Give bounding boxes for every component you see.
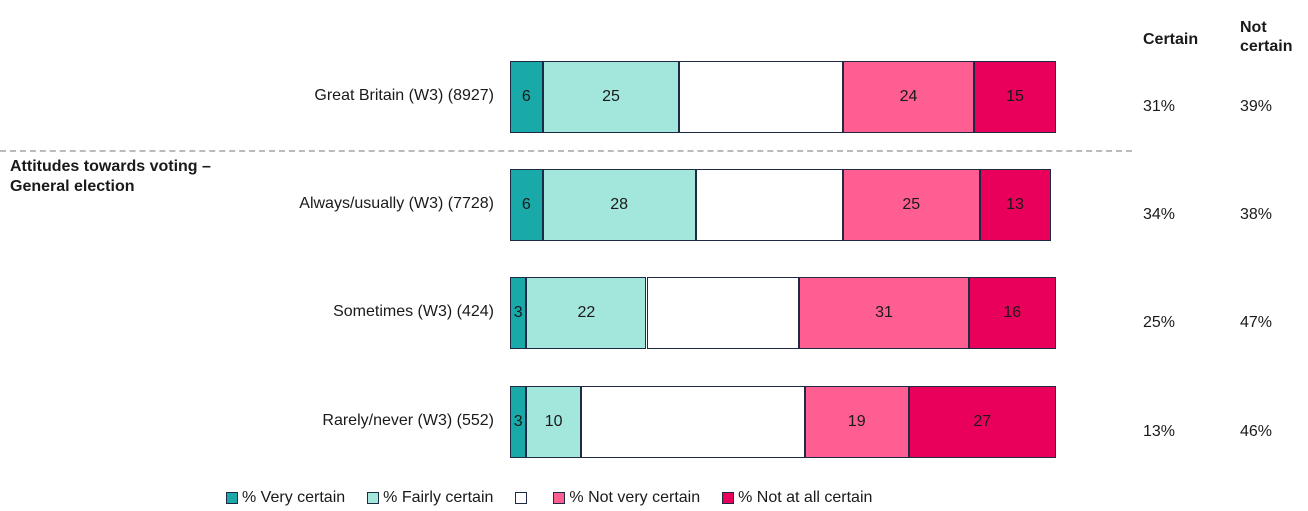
legend-swatch [515, 492, 528, 504]
data-label: 31 [875, 304, 893, 321]
bar-segment [542, 61, 680, 133]
group-label-line: Attitudes towards voting – [10, 158, 211, 175]
legend-item [515, 489, 531, 507]
bar-segment [510, 61, 543, 133]
data-label: 25 [602, 88, 620, 105]
data-label: 15 [1006, 88, 1024, 105]
legend-swatch [226, 492, 238, 504]
data-label: 25 [902, 196, 921, 213]
data-label: 24 [899, 88, 918, 105]
category-label: Sometimes (W3) (424) [333, 303, 494, 320]
column-header: Certain [1143, 31, 1199, 48]
bar-segment [646, 277, 800, 349]
data-label: 28 [610, 196, 629, 213]
bar-segment [695, 169, 844, 241]
data-label: 22 [577, 304, 596, 321]
legend-swatch [553, 492, 566, 504]
bar-segment [979, 169, 1051, 241]
bar-segment [799, 277, 969, 349]
bar-segment [510, 386, 527, 458]
data-label: 10 [544, 413, 563, 430]
data-label: 6 [521, 88, 531, 105]
column-value: 31% [1143, 98, 1176, 115]
column-header: Not certain [1240, 19, 1293, 55]
legend-label: % Fairly certain [383, 489, 494, 506]
bar-segment [679, 61, 844, 133]
bar-segment [510, 169, 543, 241]
bar-segment [908, 386, 1056, 458]
data-label: 3 [513, 413, 523, 430]
legend-item: % Fairly certain [367, 489, 493, 507]
legend-label: % Not very certain [569, 489, 701, 506]
bar-segment [843, 61, 975, 133]
bar-segment [843, 169, 980, 241]
bar-segment [526, 386, 581, 458]
category-label: Always/usually (W3) (7728) [299, 195, 494, 212]
legend: % Very certain % Fairly certain % Not very… [226, 489, 894, 507]
column-value: 13% [1143, 423, 1176, 440]
column-value: 46% [1240, 423, 1273, 440]
bar-segment [804, 386, 909, 458]
bar-segment [974, 61, 1056, 133]
bar-segment [526, 277, 647, 349]
data-label: 16 [1003, 304, 1022, 321]
legend-label: % Not at all certain [738, 489, 873, 506]
legend-item: % Very certain [226, 489, 345, 507]
legend-label: % Very certain [242, 489, 346, 506]
data-label: 3 [513, 304, 523, 321]
group-label: Attitudes towards voting – General elect… [10, 157, 211, 197]
group-label-line: General election [10, 178, 135, 195]
bar-segment [968, 277, 1056, 349]
column-value: 39% [1240, 98, 1273, 115]
category-label: Great Britain (W3) (8927) [314, 87, 494, 104]
category-label: Rarely/never (W3) (552) [322, 412, 494, 429]
data-label: 6 [521, 196, 531, 213]
bar-segment [542, 169, 696, 241]
column-value: 34% [1143, 206, 1176, 223]
column-value: 25% [1143, 314, 1176, 331]
data-label: 27 [973, 413, 992, 430]
legend-item: % Not at all certain [722, 489, 872, 507]
separator [0, 150, 1132, 152]
column-value: 38% [1240, 206, 1273, 223]
bar-segment [580, 386, 805, 458]
data-label: 13 [1006, 196, 1024, 213]
legend-item: % Not very certain [553, 489, 700, 507]
column-value: 47% [1240, 314, 1273, 331]
data-label: 19 [847, 413, 866, 430]
legend-swatch [367, 492, 380, 504]
legend-swatch [722, 492, 735, 504]
bar-segment [510, 277, 527, 349]
